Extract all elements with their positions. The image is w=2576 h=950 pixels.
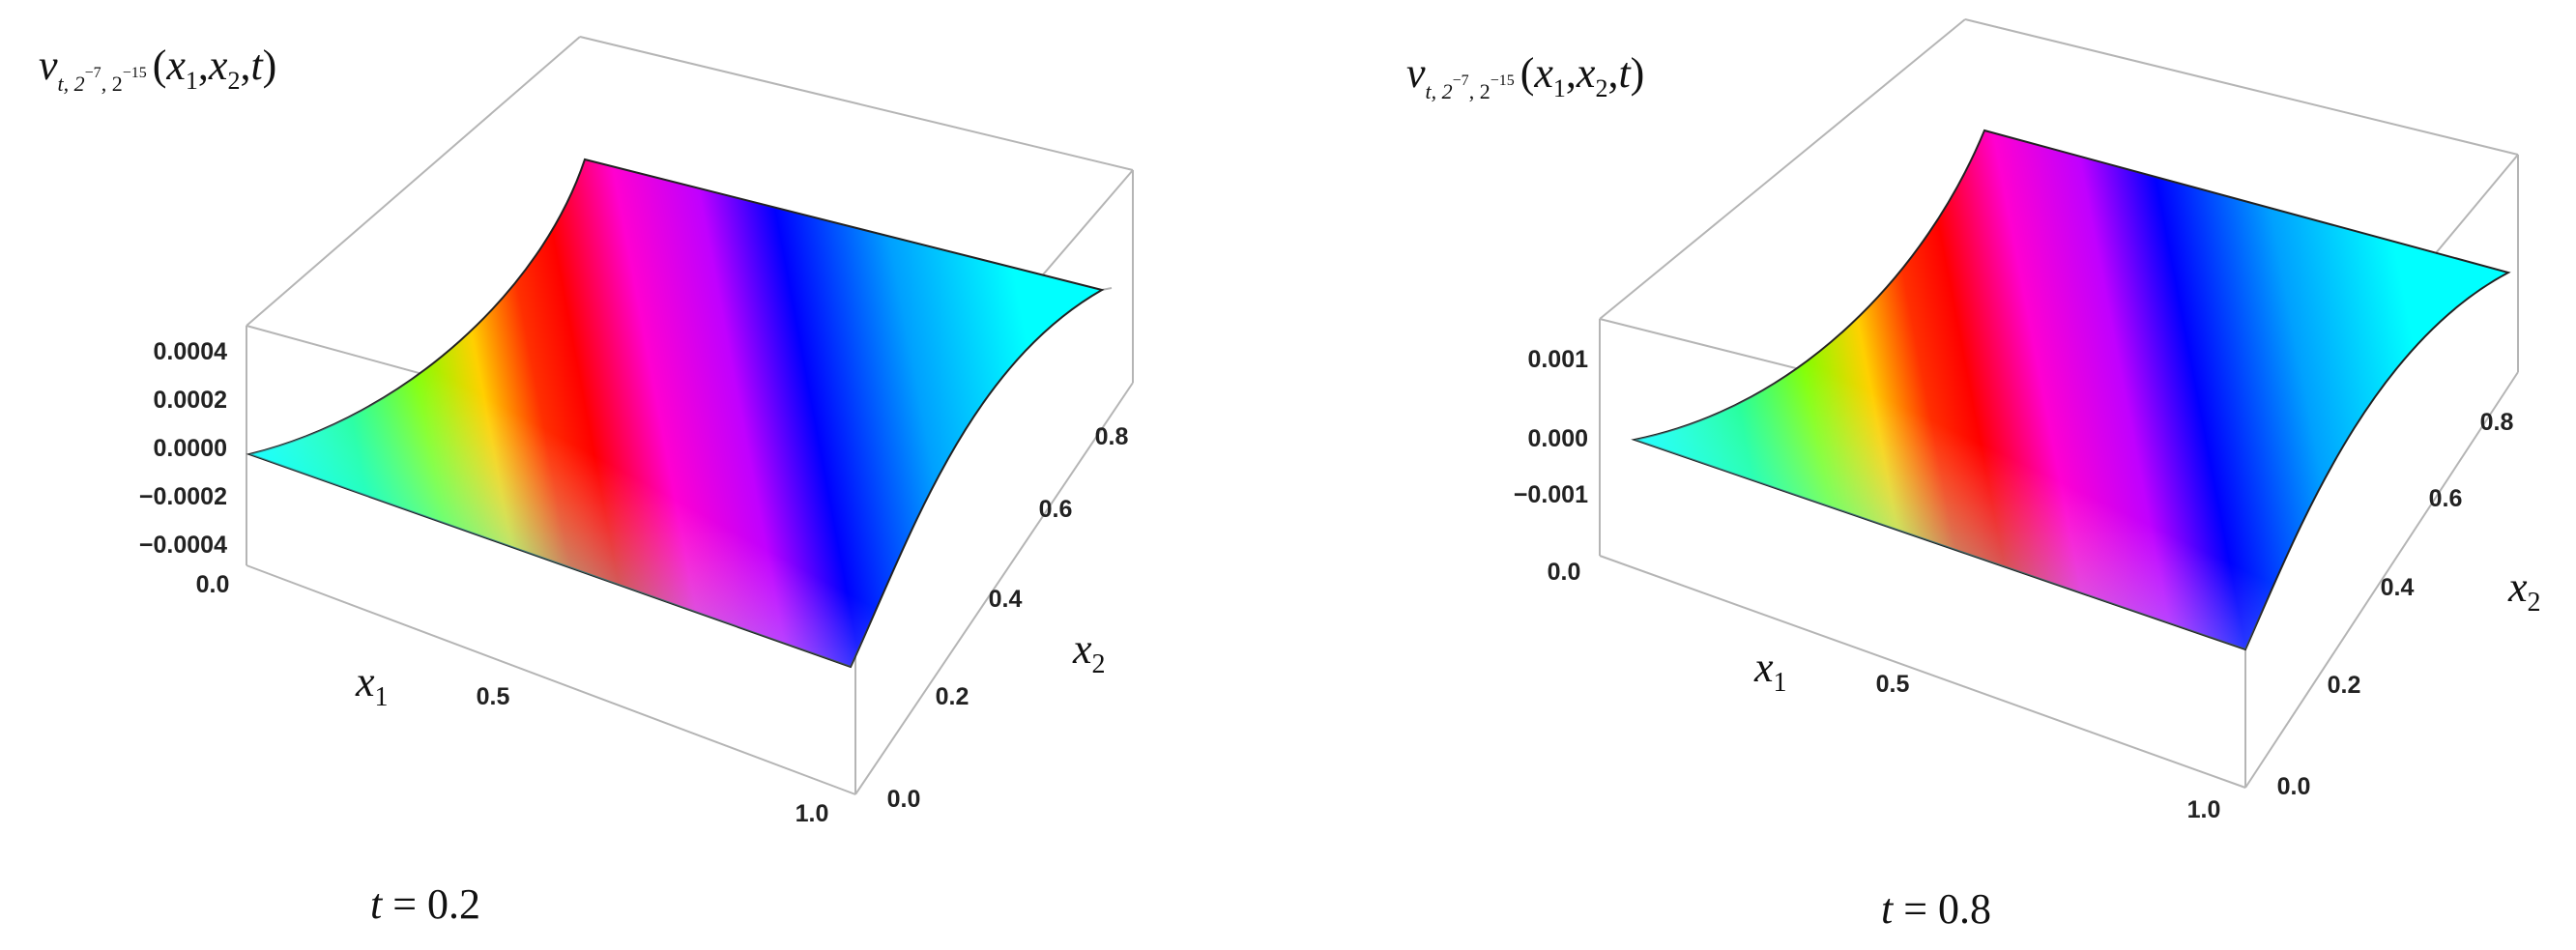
x1-axis-ticks: 0.0 0.5 1.0: [196, 571, 829, 827]
x2-axis-label: x2: [2507, 563, 2541, 618]
z-tick-label: 0.0000: [154, 435, 227, 462]
x1-tick-label: 0.0: [1548, 559, 1581, 586]
surface: [1631, 129, 2511, 651]
x2-tick-label: 0.0: [2277, 773, 2311, 800]
box-edge: [2244, 371, 2519, 789]
box-edge: [1599, 555, 2246, 789]
z-tick-label: 0.0004: [154, 338, 228, 365]
z-tick-label: 0.001: [1527, 346, 1588, 373]
box-edge: [1964, 18, 2519, 156]
surface-plot-svg: 0.0004 0.0002 0.0000 −0.0002 −0.0004 0.0…: [39, 36, 1134, 928]
caption: t = 0.2: [370, 880, 480, 928]
z-tick-label: −0.001: [1514, 481, 1588, 508]
box-edge: [579, 36, 1134, 171]
x2-tick-label: 0.8: [1095, 423, 1129, 450]
z-tick-label: −0.0002: [139, 483, 227, 510]
x1-tick-label: 1.0: [2187, 796, 2221, 823]
x1-tick-label: 0.5: [1876, 671, 1910, 698]
surface-plot-t-0-8: 0.001 0.000 −0.001 0.0 0.5 1.0 0.0 0.2 0…: [1288, 0, 2576, 945]
x2-tick-label: 0.4: [2381, 574, 2415, 601]
box-edge: [246, 36, 581, 327]
x1-axis-label: x1: [355, 658, 389, 712]
surface-shading: [1635, 130, 2508, 649]
surface-plot-svg: 0.001 0.000 −0.001 0.0 0.5 1.0 0.0 0.2 0…: [1406, 18, 2541, 933]
x2-axis-ticks: 0.0 0.2 0.4 0.6 0.8: [2277, 409, 2514, 800]
x2-tick-label: 0.0: [887, 786, 921, 813]
x1-tick-label: 1.0: [796, 800, 829, 827]
surface: [246, 158, 1105, 669]
z-axis-ticks: 0.0004 0.0002 0.0000 −0.0002 −0.0004: [139, 338, 227, 559]
z-tick-label: 0.0002: [154, 387, 227, 414]
x1-tick-label: 0.0: [196, 571, 230, 598]
x1-axis-label: x1: [1753, 644, 1787, 698]
z-tick-label: −0.0004: [139, 532, 227, 559]
x2-tick-label: 0.2: [2328, 672, 2361, 699]
box-edge: [1599, 18, 1966, 320]
surface-plot-t-0-2: 0.0004 0.0002 0.0000 −0.0002 −0.0004 0.0…: [0, 0, 1288, 945]
z-axis-ticks: 0.001 0.000 −0.001: [1514, 346, 1588, 508]
surface-shading: [249, 159, 1102, 667]
box-edge: [854, 382, 1134, 795]
x2-tick-label: 0.2: [936, 683, 970, 710]
caption: t = 0.8: [1881, 885, 1991, 933]
z-tick-label: 0.000: [1527, 425, 1588, 452]
x2-tick-label: 0.6: [1039, 496, 1073, 523]
x1-tick-label: 0.5: [477, 683, 510, 710]
x1-axis-ticks: 0.0 0.5 1.0: [1548, 559, 2221, 823]
x2-tick-label: 0.6: [2429, 485, 2463, 512]
box-edge: [246, 564, 856, 795]
x2-tick-label: 0.8: [2480, 409, 2514, 436]
function-label: vt, 2−7, 2−15 (x1,x2,t): [39, 42, 276, 96]
x2-tick-label: 0.4: [989, 586, 1023, 613]
function-label: vt, 2−7, 2−15 (x1,x2,t): [1406, 49, 1644, 103]
x2-axis-label: x2: [1072, 625, 1106, 679]
x2-axis-ticks: 0.0 0.2 0.4 0.6 0.8: [887, 423, 1129, 813]
